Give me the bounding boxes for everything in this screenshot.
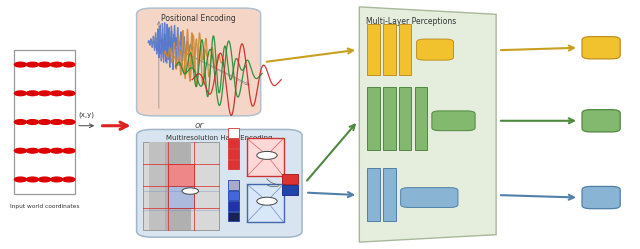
Bar: [246, 184, 284, 222]
Bar: [228, 201, 239, 211]
Bar: [228, 149, 239, 159]
FancyBboxPatch shape: [432, 111, 475, 131]
Circle shape: [26, 120, 38, 124]
Bar: [282, 185, 298, 195]
Text: $L_g$: $L_g$: [595, 40, 607, 56]
Bar: [383, 168, 396, 221]
Circle shape: [26, 91, 38, 96]
Circle shape: [26, 62, 38, 67]
Circle shape: [182, 188, 198, 194]
Text: color: color: [445, 118, 461, 123]
Bar: [15, 50, 75, 194]
Circle shape: [51, 177, 63, 182]
Bar: [282, 174, 298, 184]
Circle shape: [26, 177, 38, 182]
FancyBboxPatch shape: [582, 187, 620, 209]
Text: (x,y): (x,y): [79, 111, 95, 118]
Circle shape: [38, 91, 51, 96]
FancyBboxPatch shape: [136, 8, 260, 116]
Text: $L_c$: $L_c$: [595, 114, 607, 128]
Bar: [168, 186, 194, 208]
Bar: [383, 24, 396, 75]
Text: Input world coordinates: Input world coordinates: [10, 204, 79, 209]
Bar: [143, 142, 220, 230]
Circle shape: [38, 62, 51, 67]
Text: Multi-Layer Perceptions: Multi-Layer Perceptions: [365, 17, 456, 26]
Circle shape: [15, 148, 26, 153]
Circle shape: [51, 62, 63, 67]
Circle shape: [63, 177, 75, 182]
Text: $L_d$: $L_d$: [595, 191, 608, 204]
Circle shape: [15, 177, 26, 182]
Bar: [399, 24, 412, 75]
Circle shape: [38, 120, 51, 124]
Circle shape: [26, 148, 38, 153]
Text: s: s: [433, 45, 437, 54]
Bar: [228, 128, 239, 138]
Circle shape: [38, 148, 51, 153]
Circle shape: [257, 197, 277, 205]
FancyBboxPatch shape: [582, 110, 620, 132]
Circle shape: [63, 120, 75, 124]
Bar: [367, 87, 380, 150]
Bar: [228, 191, 239, 200]
Bar: [399, 87, 412, 150]
Circle shape: [51, 148, 63, 153]
Bar: [367, 168, 380, 221]
Bar: [168, 164, 194, 186]
Polygon shape: [359, 7, 496, 242]
Bar: [228, 160, 239, 169]
FancyBboxPatch shape: [401, 188, 458, 207]
Circle shape: [257, 151, 277, 159]
Text: Positional Encoding: Positional Encoding: [161, 14, 236, 23]
Bar: [415, 87, 428, 150]
Circle shape: [51, 91, 63, 96]
Bar: [246, 138, 284, 177]
Bar: [367, 24, 380, 75]
FancyBboxPatch shape: [582, 37, 620, 59]
Circle shape: [15, 91, 26, 96]
Text: or: or: [195, 121, 204, 130]
Circle shape: [51, 120, 63, 124]
Bar: [149, 142, 165, 230]
Circle shape: [63, 62, 75, 67]
Text: Multiresolution Hash Encoding: Multiresolution Hash Encoding: [166, 135, 273, 141]
Bar: [162, 142, 191, 230]
Circle shape: [15, 62, 26, 67]
Circle shape: [15, 120, 26, 124]
Circle shape: [38, 177, 51, 182]
Bar: [228, 180, 239, 190]
Bar: [383, 87, 396, 150]
FancyBboxPatch shape: [136, 129, 302, 237]
Circle shape: [63, 91, 75, 96]
Bar: [228, 211, 239, 221]
Bar: [228, 139, 239, 148]
Text: intensity: intensity: [417, 195, 442, 200]
FancyBboxPatch shape: [417, 39, 454, 60]
Circle shape: [63, 148, 75, 153]
